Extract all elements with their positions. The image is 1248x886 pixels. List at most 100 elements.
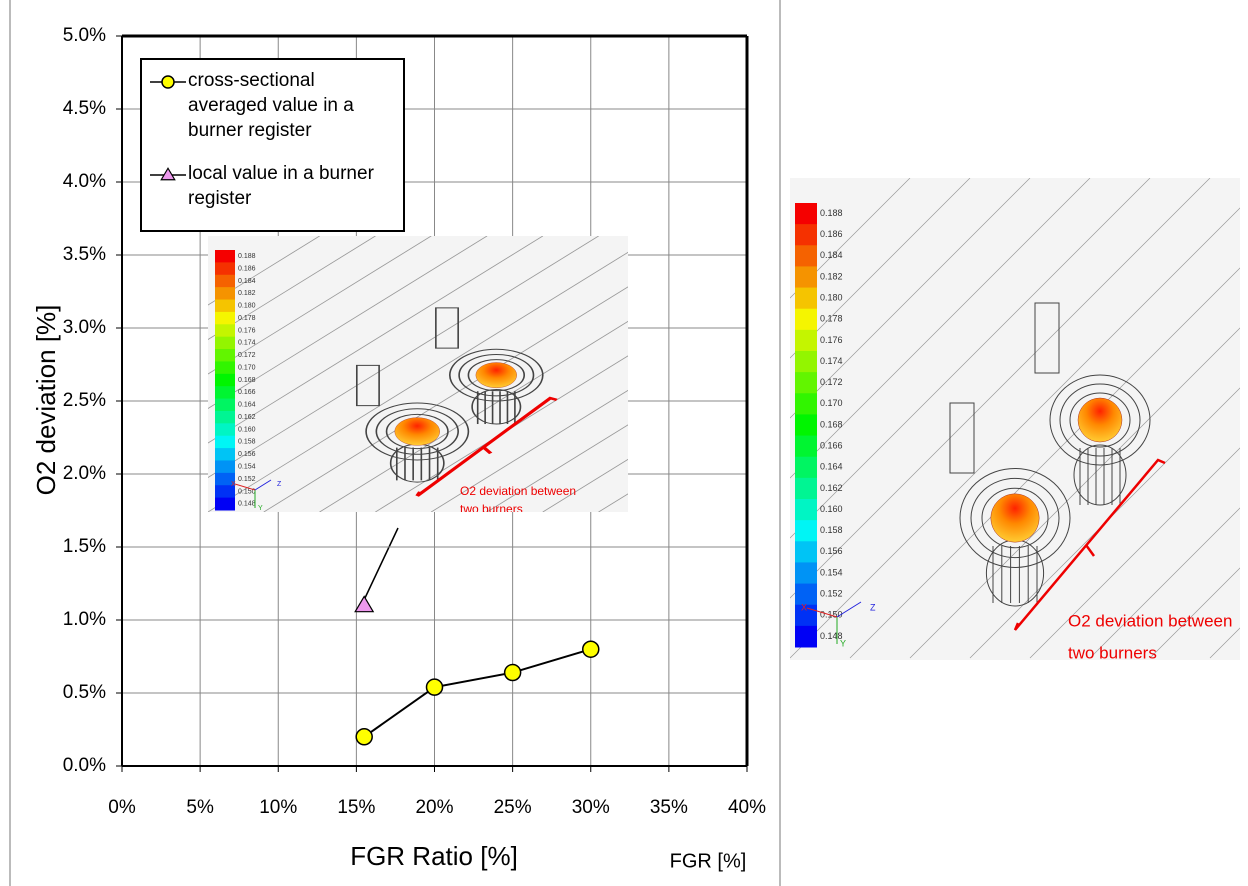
colorbar-cell xyxy=(795,203,817,225)
colorbar-cell xyxy=(795,414,817,436)
colorbar-cell xyxy=(795,562,817,584)
inset-background xyxy=(208,236,628,512)
colorbar-label: 0.172 xyxy=(238,352,256,359)
marker xyxy=(355,596,373,611)
colorbar-cell xyxy=(795,266,817,288)
legend-icon xyxy=(148,72,188,92)
colorbar-label: 0.178 xyxy=(238,315,256,322)
colorbar-label: 0.176 xyxy=(238,327,256,334)
legend-icon xyxy=(148,165,188,185)
marker xyxy=(161,168,175,179)
legend: cross-sectional averaged value in a burn… xyxy=(140,58,405,232)
x-tick-label: 30% xyxy=(572,797,610,818)
marker xyxy=(356,729,372,745)
colorbar-label: 0.180 xyxy=(820,293,843,303)
y-axis-title: O2 deviation [%] xyxy=(31,305,61,496)
triad-label: Z xyxy=(870,602,876,612)
colorbar-cell xyxy=(795,436,817,458)
colorbar-cell xyxy=(795,330,817,352)
colorbar-cell xyxy=(795,393,817,415)
burner-sphere xyxy=(476,363,517,388)
colorbar-label: 0.164 xyxy=(820,462,843,472)
colorbar-cell xyxy=(795,478,817,500)
colorbar-label: 0.156 xyxy=(238,451,256,458)
colorbar-cell xyxy=(215,324,235,337)
colorbar-cell xyxy=(795,372,817,394)
burner-sphere xyxy=(991,494,1039,542)
triad-label: X xyxy=(231,481,236,488)
colorbar-label: 0.174 xyxy=(820,356,843,366)
y-tick-label: 1.5% xyxy=(63,536,106,557)
colorbar-label: 0.160 xyxy=(820,504,843,514)
x-tick-label: 5% xyxy=(186,797,214,818)
colorbar-label: 0.156 xyxy=(820,546,843,556)
colorbar-label: 0.184 xyxy=(820,250,843,260)
colorbar-label: 0.154 xyxy=(820,567,843,577)
colorbar-cell xyxy=(215,312,235,325)
marker xyxy=(162,76,174,88)
colorbar-label: 0.178 xyxy=(820,314,843,324)
y-tick-label: 2.5% xyxy=(63,390,106,411)
x-tick-label: 15% xyxy=(337,797,375,818)
colorbar-label: 0.166 xyxy=(820,441,843,451)
colorbar-cell xyxy=(215,386,235,399)
colorbar-label: 0.162 xyxy=(820,483,843,493)
colorbar-cell xyxy=(215,460,235,473)
colorbar-cell xyxy=(795,288,817,310)
x-tick-label: 20% xyxy=(415,797,453,818)
x-tick-label: 35% xyxy=(650,797,688,818)
colorbar-cell xyxy=(795,626,817,648)
colorbar-cell xyxy=(215,399,235,412)
colorbar-label: 0.154 xyxy=(238,464,256,471)
colorbar-label: 0.164 xyxy=(238,402,256,409)
colorbar-cell xyxy=(215,498,235,511)
colorbar-label: 0.158 xyxy=(820,525,843,535)
legend-label: local value in a burner register xyxy=(188,161,397,211)
y-tick-label: 3.5% xyxy=(63,244,106,265)
y-tick-label: 2.0% xyxy=(63,463,106,484)
burner-sphere xyxy=(395,418,440,446)
colorbar-cell xyxy=(215,300,235,313)
triad-label: Y xyxy=(258,505,263,512)
colorbar-cell xyxy=(215,287,235,300)
y-tick-label: 0.0% xyxy=(63,755,106,776)
inset-annotation: O2 deviation between xyxy=(1068,611,1232,630)
page: O2 deviation [%] FGR Ratio [%] FGR [%] 0… xyxy=(0,0,1248,886)
leader-line xyxy=(365,528,398,598)
colorbar-cell xyxy=(795,309,817,331)
y-tick-label: 3.0% xyxy=(63,317,106,338)
colorbar-label: 0.184 xyxy=(238,278,256,285)
colorbar-cell xyxy=(215,250,235,263)
colorbar-label: 0.168 xyxy=(820,419,843,429)
colorbar-cell xyxy=(795,224,817,246)
colorbar-label: 0.148 xyxy=(238,501,256,508)
marker xyxy=(427,679,443,695)
y-tick-label: 5.0% xyxy=(63,25,106,46)
burner-sphere xyxy=(1078,398,1122,442)
marker xyxy=(505,665,521,681)
colorbar-cell xyxy=(215,423,235,436)
colorbar-label: 0.188 xyxy=(820,208,843,218)
colorbar-cell xyxy=(795,457,817,479)
colorbar-label: 0.188 xyxy=(238,253,256,260)
colorbar-label: 0.168 xyxy=(238,377,256,384)
colorbar-cell xyxy=(215,275,235,288)
legend-entry: local value in a burner register xyxy=(148,161,397,211)
colorbar-label: 0.162 xyxy=(238,414,256,421)
triad-label: Z xyxy=(277,481,282,488)
colorbar-label: 0.174 xyxy=(238,340,256,347)
colorbar-cell xyxy=(215,411,235,424)
colorbar-cell xyxy=(215,436,235,449)
marker xyxy=(583,641,599,657)
triad-label: X xyxy=(801,602,807,612)
y-tick-label: 4.0% xyxy=(63,171,106,192)
y-tick-label: 1.0% xyxy=(63,609,106,630)
x-tick-label: 10% xyxy=(259,797,297,818)
colorbar-label: 0.182 xyxy=(820,271,843,281)
colorbar-cell xyxy=(215,262,235,275)
inset-annotation: O2 deviation between xyxy=(460,484,576,498)
x-tick-label: 0% xyxy=(108,797,136,818)
colorbar-label: 0.180 xyxy=(238,303,256,310)
y-tick-label: 0.5% xyxy=(63,682,106,703)
colorbar-label: 0.152 xyxy=(820,589,843,599)
